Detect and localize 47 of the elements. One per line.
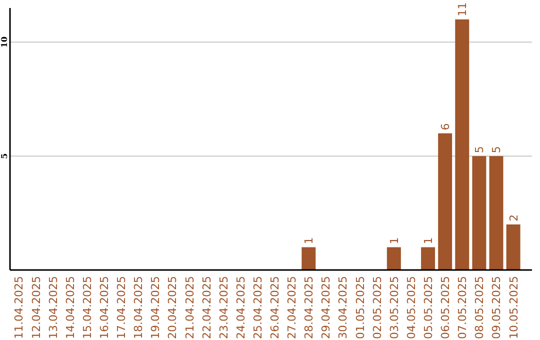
x-tick-label: 02.05.2025 — [370, 276, 384, 339]
x-tick-label: 19.04.2025 — [149, 276, 162, 339]
x-tick-label: 01.05.2025 — [354, 276, 367, 339]
bar — [302, 247, 316, 270]
bar — [386, 247, 401, 270]
x-tick-label: 07.05.2025 — [456, 276, 470, 339]
bar — [472, 156, 486, 270]
bar — [455, 19, 470, 270]
x-tick-label: 11.04.2025 — [12, 276, 26, 339]
x-tick-label: 29.04.2025 — [320, 276, 333, 339]
x-tick-label: 03.05.2025 — [388, 276, 401, 339]
bar — [421, 247, 436, 270]
x-tick-label: 10.05.2025 — [507, 276, 520, 339]
x-tick-label: 12.04.2025 — [30, 276, 43, 339]
x-tick-label: 26.04.2025 — [268, 276, 282, 339]
x-tick-label: 15.04.2025 — [80, 276, 94, 339]
x-tick-label: 27.04.2025 — [286, 276, 299, 339]
data-label: 6 — [439, 123, 452, 130]
x-tick-label: 28.04.2025 — [302, 276, 316, 339]
x-tick-label: 21.04.2025 — [183, 276, 196, 339]
x-tick-label: 14.04.2025 — [64, 276, 77, 339]
x-tick-label: 08.05.2025 — [473, 276, 486, 339]
data-label: 11 — [456, 2, 470, 16]
x-tick-label: 24.04.2025 — [234, 276, 248, 339]
bar — [438, 133, 452, 270]
x-tick-label: 23.04.2025 — [217, 276, 230, 339]
x-tick-label: 16.04.2025 — [98, 276, 111, 339]
x-tick-label: 13.04.2025 — [46, 276, 60, 339]
bar — [506, 224, 520, 270]
x-tick-label: 17.04.2025 — [115, 276, 128, 339]
x-tick-label: 06.05.2025 — [439, 276, 452, 339]
data-label: 1 — [422, 237, 436, 244]
data-label: 1 — [388, 237, 401, 244]
x-tick-label: 09.05.2025 — [490, 276, 504, 339]
x-tick-label: 18.04.2025 — [132, 276, 146, 339]
data-label: 1 — [302, 237, 316, 244]
data-label: 5 — [490, 146, 504, 154]
x-tick-label: 05.05.2025 — [422, 276, 436, 339]
data-label: 2 — [507, 214, 520, 222]
x-tick-label: 22.04.2025 — [200, 276, 214, 339]
x-tick-label: 25.04.2025 — [251, 276, 264, 339]
x-tick-label: 04.05.2025 — [404, 276, 418, 339]
y-tick-label: 10 — [0, 36, 9, 48]
x-tick-label: 30.04.2025 — [336, 276, 350, 339]
data-label: 5 — [473, 146, 486, 154]
bar — [489, 156, 504, 270]
x-tick-label: 20.04.2025 — [166, 276, 180, 339]
